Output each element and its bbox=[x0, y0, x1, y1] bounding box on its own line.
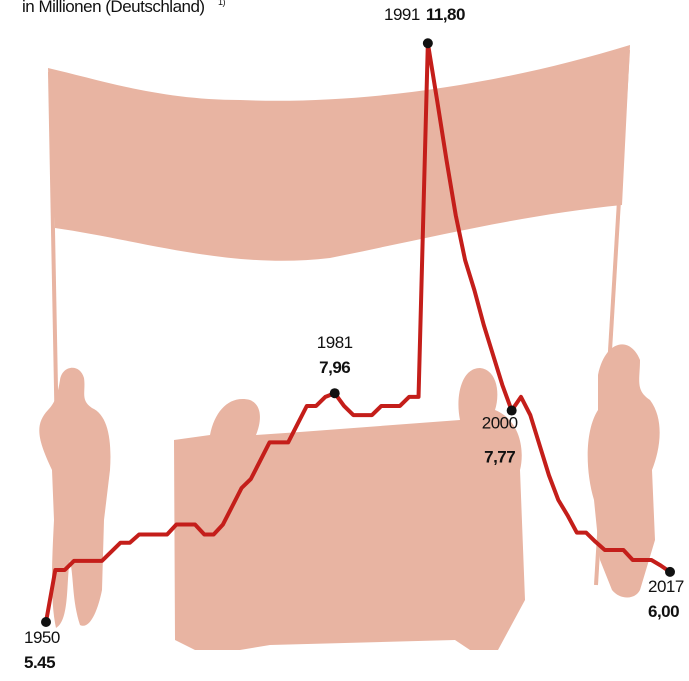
value-label: 5.45 bbox=[24, 653, 55, 672]
year-label: 1991 bbox=[384, 5, 420, 24]
point bbox=[423, 38, 433, 48]
chart: in Millionen (Deutschland) 1) 1950 5.45 19… bbox=[0, 0, 689, 681]
year-label: 1981 bbox=[317, 333, 353, 352]
footnote-mark: 1) bbox=[218, 0, 226, 7]
point bbox=[41, 617, 51, 627]
value-label: 6,00 bbox=[648, 602, 679, 621]
point bbox=[330, 388, 340, 398]
subtitle: in Millionen (Deutschland) bbox=[22, 0, 205, 16]
point bbox=[665, 567, 675, 577]
value-label: 11,80 bbox=[426, 5, 465, 24]
year-label: 2000 bbox=[482, 414, 518, 433]
year-label: 2017 bbox=[648, 577, 684, 596]
value-label: 7,77 bbox=[484, 448, 515, 467]
value-label: 7,96 bbox=[319, 358, 350, 377]
year-label: 1950 bbox=[24, 628, 60, 647]
